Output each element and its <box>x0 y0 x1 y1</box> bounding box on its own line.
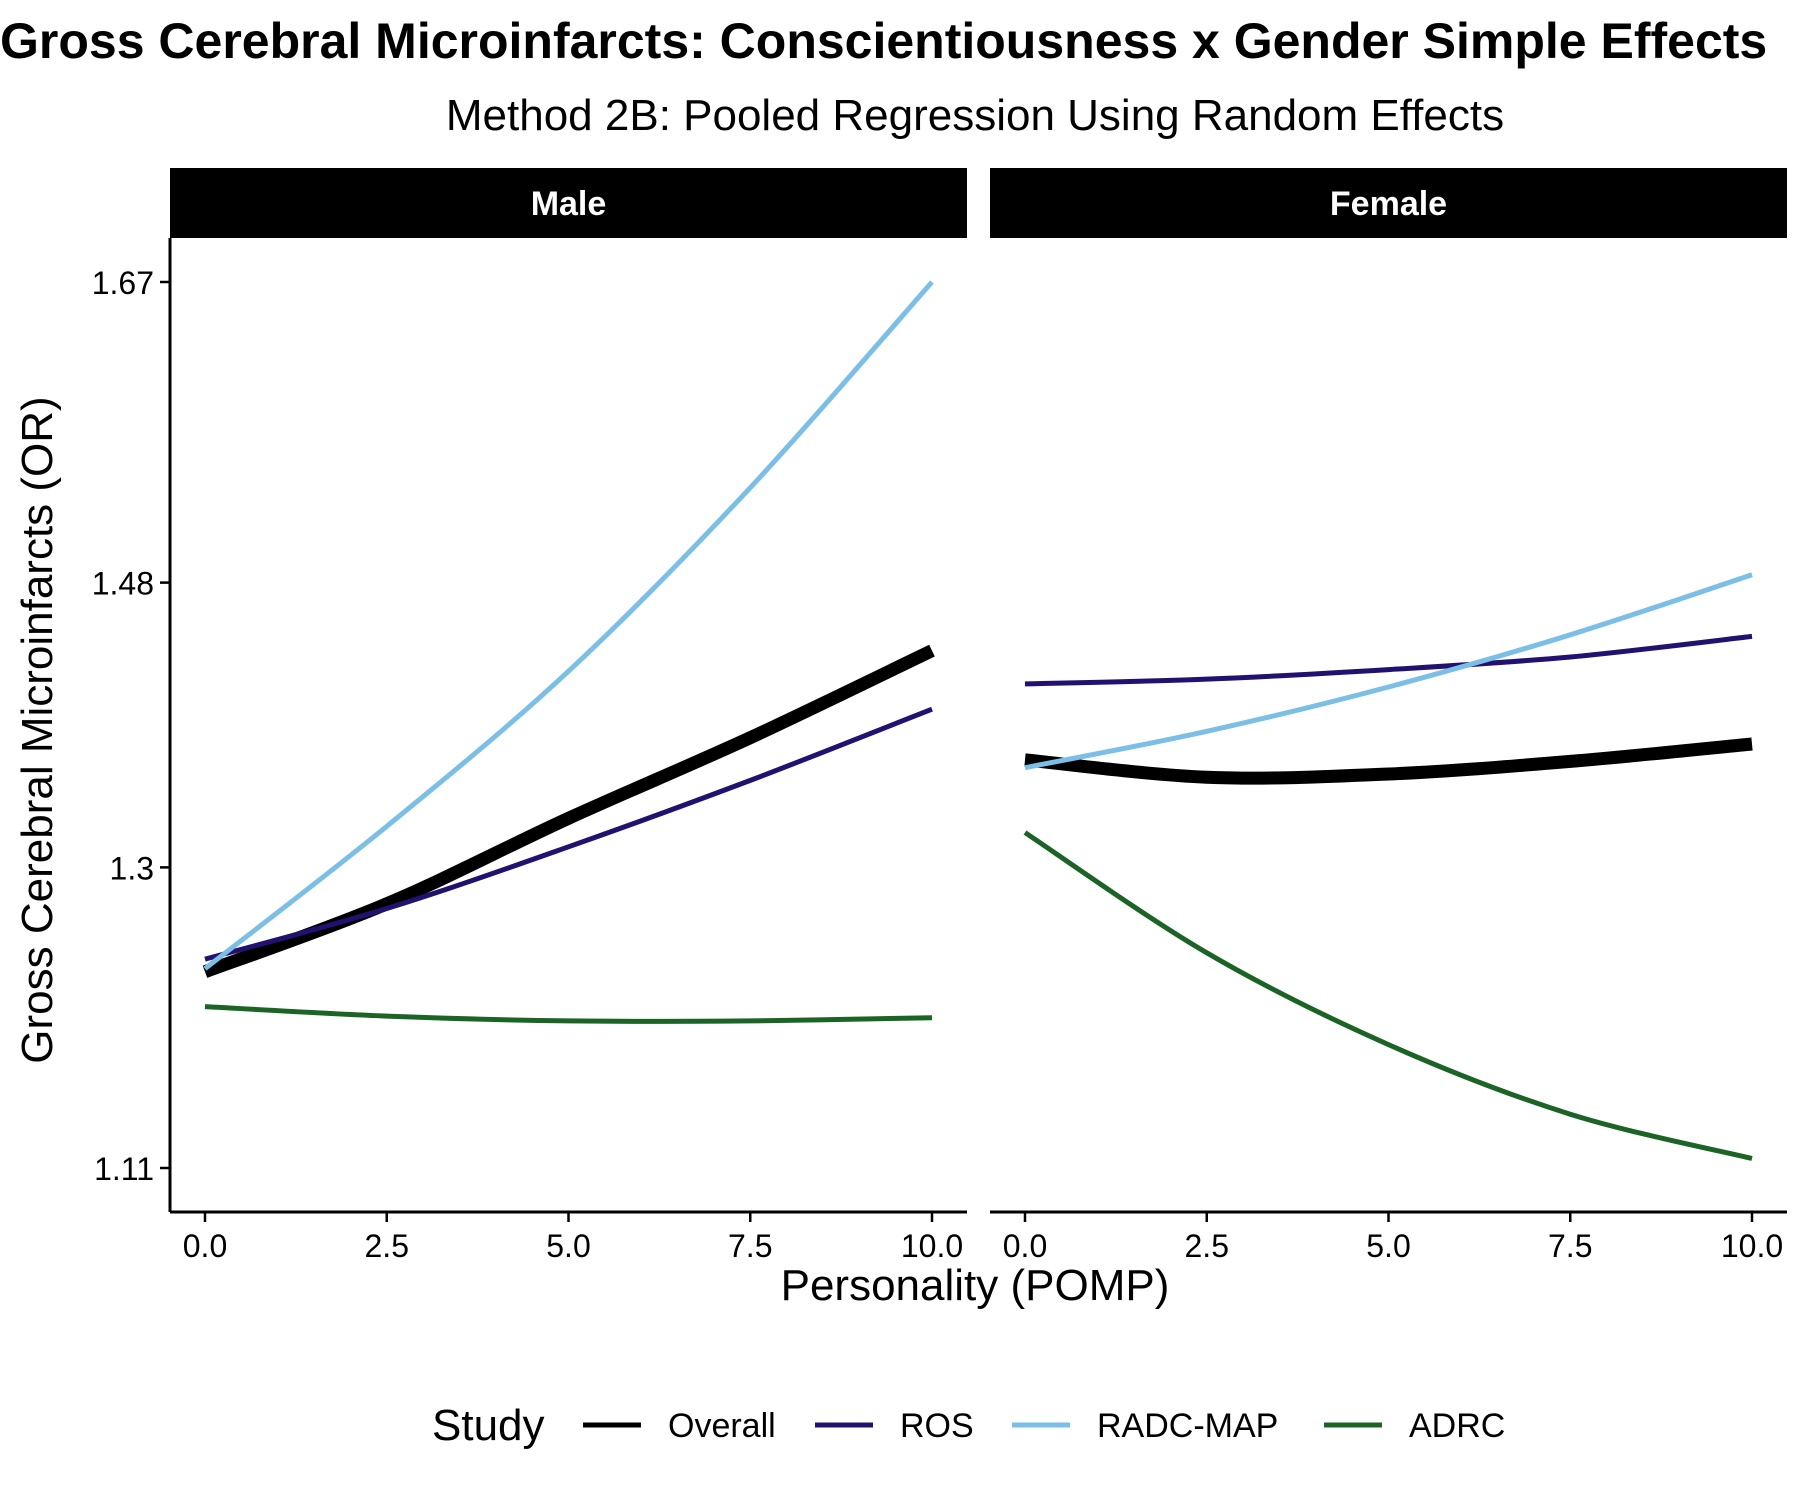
panel-female: Female 0.0 2.5 5.0 7.5 10.0 <box>990 168 1787 1264</box>
series-line-ros <box>204 706 933 962</box>
legend-label: RADC-MAP <box>1097 1407 1278 1445</box>
x-axis-label: Personality (POMP) <box>781 1261 1170 1310</box>
y-axis-label: Gross Cerebral Microinfarcts (OR) <box>13 396 62 1063</box>
series-line-adrc <box>204 1004 933 1024</box>
series-line-radc-map <box>203 280 934 971</box>
y-tick-label: 1.11 <box>94 1151 154 1187</box>
facet-strip-label: Female <box>1330 185 1447 223</box>
series-line-adrc <box>1023 830 1753 1161</box>
chart-title: Gross Cerebral Microinfarcts: Conscienti… <box>0 13 1767 69</box>
y-tick-label: 1.3 <box>110 850 154 886</box>
x-tick-label: 5.0 <box>1366 1228 1410 1264</box>
legend-title: Study <box>432 1401 545 1450</box>
facet-strip <box>990 168 1787 238</box>
legend-label: ADRC <box>1409 1407 1505 1445</box>
panel-male: Male 1.11 1.3 1.48 1.67 0.0 2.5 5.0 7.5 10.0 <box>92 168 967 1264</box>
x-tick-label: 10.0 <box>1721 1228 1783 1264</box>
series-line-overall <box>1024 737 1753 785</box>
x-tick-label: 7.5 <box>728 1228 772 1264</box>
legend-label: ROS <box>900 1407 974 1445</box>
series-line-ros <box>1024 633 1753 687</box>
legend-label: Overall <box>668 1407 776 1445</box>
series-line-radc-map <box>1024 572 1753 771</box>
facet-strip-label: Male <box>531 185 607 223</box>
y-tick-label: 1.48 <box>92 566 154 602</box>
x-tick-label: 5.0 <box>546 1228 590 1264</box>
legend: Study Overall ROS RADC-MAP ADRC <box>432 1401 1505 1450</box>
x-tick-label: 0.0 <box>183 1228 227 1264</box>
x-tick-label: 10.0 <box>901 1228 963 1264</box>
x-tick-label: 7.5 <box>1548 1228 1592 1264</box>
facet-strip <box>170 168 967 238</box>
y-tick-label: 1.67 <box>92 265 154 301</box>
chart-subtitle: Method 2B: Pooled Regression Using Rando… <box>446 91 1504 140</box>
x-tick-label: 2.5 <box>1185 1228 1229 1264</box>
series-line-overall <box>202 644 935 978</box>
x-tick-label: 2.5 <box>365 1228 409 1264</box>
x-tick-label: 0.0 <box>1003 1228 1047 1264</box>
